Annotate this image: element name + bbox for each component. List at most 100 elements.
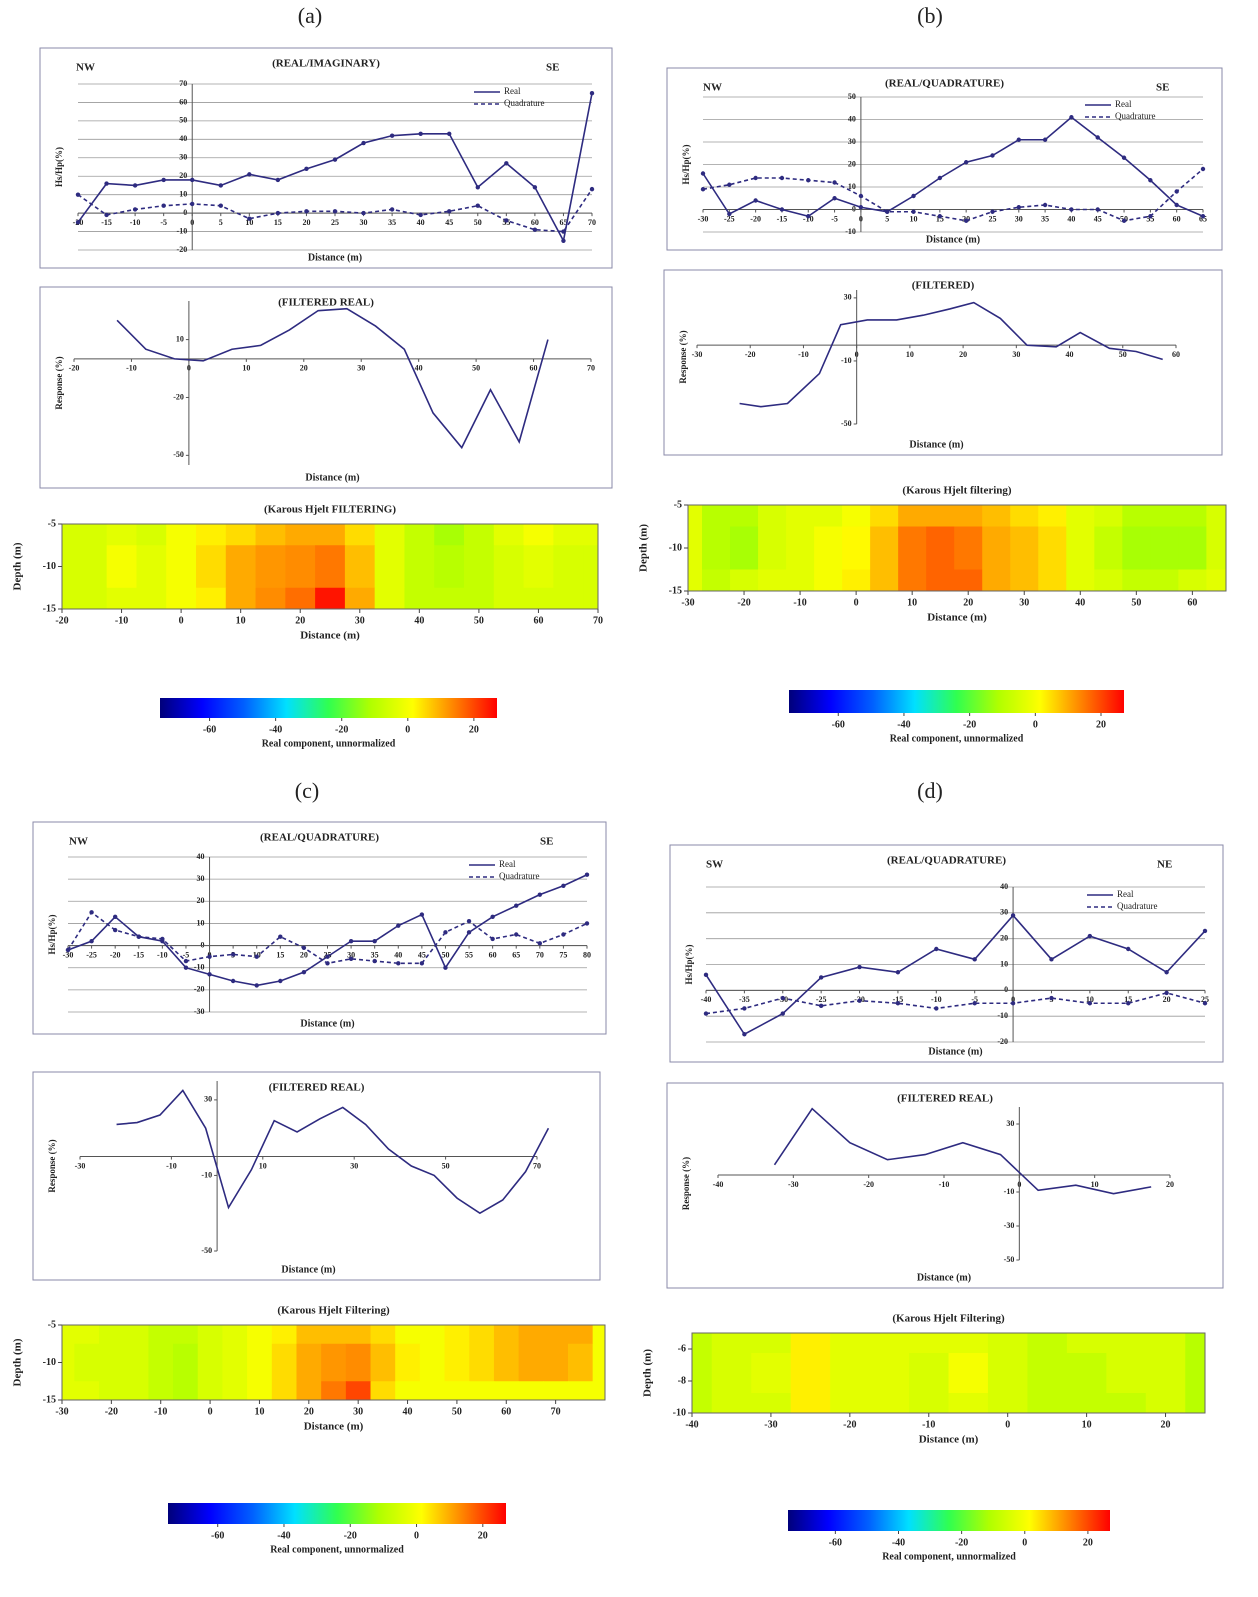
heat-cell — [592, 1381, 606, 1401]
x-tick-label: 5 — [885, 214, 889, 223]
heat-cell — [285, 524, 316, 546]
data-point — [275, 177, 281, 183]
heat-cell — [345, 1325, 372, 1345]
heat-cell — [197, 1343, 223, 1382]
x-tick-label: 0 — [179, 615, 184, 626]
heat-cell — [583, 587, 599, 610]
heat-cell — [518, 1325, 544, 1345]
y-tick-label: -5 — [48, 518, 56, 529]
y-tick-label: -8 — [678, 1375, 686, 1386]
data-point — [419, 912, 425, 917]
data-point — [700, 171, 706, 176]
x-tick-label: -5 — [160, 218, 167, 227]
legend-label: Real — [1115, 99, 1132, 109]
x-tick-label: -10 — [126, 364, 137, 373]
colorbar-tick-label: -60 — [829, 1537, 842, 1548]
plot-frame — [691, 1332, 1206, 1414]
data-point — [972, 957, 977, 962]
colorbar-tick-label: 20 — [1096, 719, 1106, 730]
x-tick-label: 30 — [360, 218, 368, 227]
heat-cell — [74, 1325, 100, 1345]
data-point — [490, 914, 495, 919]
y-axis-label: Hs/Hp(%) — [54, 147, 64, 187]
y-tick-label: -10 — [43, 1357, 56, 1368]
x-tick-label: 15 — [936, 214, 944, 223]
colorbar-tick-label: 20 — [1083, 1537, 1093, 1548]
data-point — [1042, 202, 1048, 208]
heat-cell — [702, 526, 731, 570]
data-point — [443, 965, 448, 970]
heat-cell — [1094, 569, 1123, 592]
x-tick-label: 30 — [347, 950, 355, 959]
data-point — [727, 182, 732, 187]
heat-cell — [123, 1381, 149, 1401]
heat-cell — [1150, 505, 1179, 527]
heat-cell — [898, 569, 927, 592]
colorbar-tick-label: -20 — [955, 1537, 968, 1548]
heat-cell — [702, 569, 731, 592]
x-tick-label: 20 — [1163, 995, 1171, 1004]
y-tick-label: 10 — [848, 182, 856, 191]
x-tick-label: 60 — [1173, 214, 1181, 223]
heat-cell — [321, 1343, 347, 1382]
data-point — [832, 180, 837, 185]
heat-cell — [76, 524, 108, 546]
heat-cell — [62, 1325, 75, 1345]
data-point — [466, 930, 472, 935]
x-axis-label: Distance (m) — [308, 252, 362, 263]
x-tick-label: 65 — [559, 218, 567, 227]
x-tick-label: 55 — [465, 950, 473, 959]
heat-cell — [493, 1325, 520, 1345]
x-tick-label: -20 — [863, 1180, 874, 1189]
colorbar-tick-label: 20 — [478, 1530, 488, 1541]
heat-cell — [315, 545, 346, 589]
x-axis-label: Distance (m) — [909, 439, 963, 450]
x-tick-label: 40 — [417, 218, 425, 227]
x-tick-label: 65 — [512, 950, 520, 959]
heat-cell — [370, 1325, 396, 1345]
heat-cell — [434, 587, 465, 610]
data-point — [104, 181, 109, 186]
heat-cell — [1185, 1353, 1206, 1394]
x-axis-label: Distance (m) — [300, 1018, 354, 1029]
x-tick-label: 0 — [854, 597, 859, 608]
heat-cell — [296, 1343, 322, 1382]
heat-cell — [567, 1325, 594, 1345]
heat-cell — [730, 505, 759, 527]
data-point — [911, 193, 916, 199]
x-tick-label: -30 — [63, 950, 74, 959]
heat-cell — [166, 587, 197, 610]
x-tick-label: -10 — [931, 995, 942, 1004]
heat-cell — [523, 545, 554, 589]
chart-frame — [32, 1071, 601, 1281]
x-tick-label: 45 — [418, 950, 426, 959]
chart-title: (REAL/IMAGINARY) — [272, 58, 380, 70]
heat-cell — [196, 524, 227, 546]
heat-cell — [148, 1343, 174, 1382]
x-tick-label: -30 — [55, 1406, 68, 1417]
x-tick-label: 50 — [1119, 350, 1127, 359]
heat-cell — [1206, 526, 1227, 570]
data-point — [304, 166, 309, 172]
data-point — [1200, 214, 1206, 219]
data-point — [218, 203, 223, 208]
heat-cell — [830, 1353, 871, 1394]
heat-cell — [730, 526, 759, 570]
heat-cell — [987, 1353, 1028, 1394]
heat-cell — [688, 526, 703, 570]
heat-cell — [374, 524, 405, 546]
heat-cell — [1122, 526, 1151, 570]
y-tick-label: -20 — [194, 985, 205, 994]
chart-frame — [666, 1082, 1224, 1289]
x-tick-label: -25 — [816, 995, 827, 1004]
y-axis-label: Depth (m) — [12, 542, 24, 590]
data-point — [703, 1011, 709, 1016]
heat-cell — [255, 587, 286, 610]
heat-cell — [99, 1343, 125, 1382]
data-point — [89, 910, 94, 915]
heat-cell — [370, 1381, 396, 1401]
y-tick-label: -15 — [43, 603, 56, 614]
heat-cell — [493, 587, 525, 610]
colorbar-tick-label: -60 — [203, 724, 216, 735]
heat-cell — [954, 526, 983, 570]
